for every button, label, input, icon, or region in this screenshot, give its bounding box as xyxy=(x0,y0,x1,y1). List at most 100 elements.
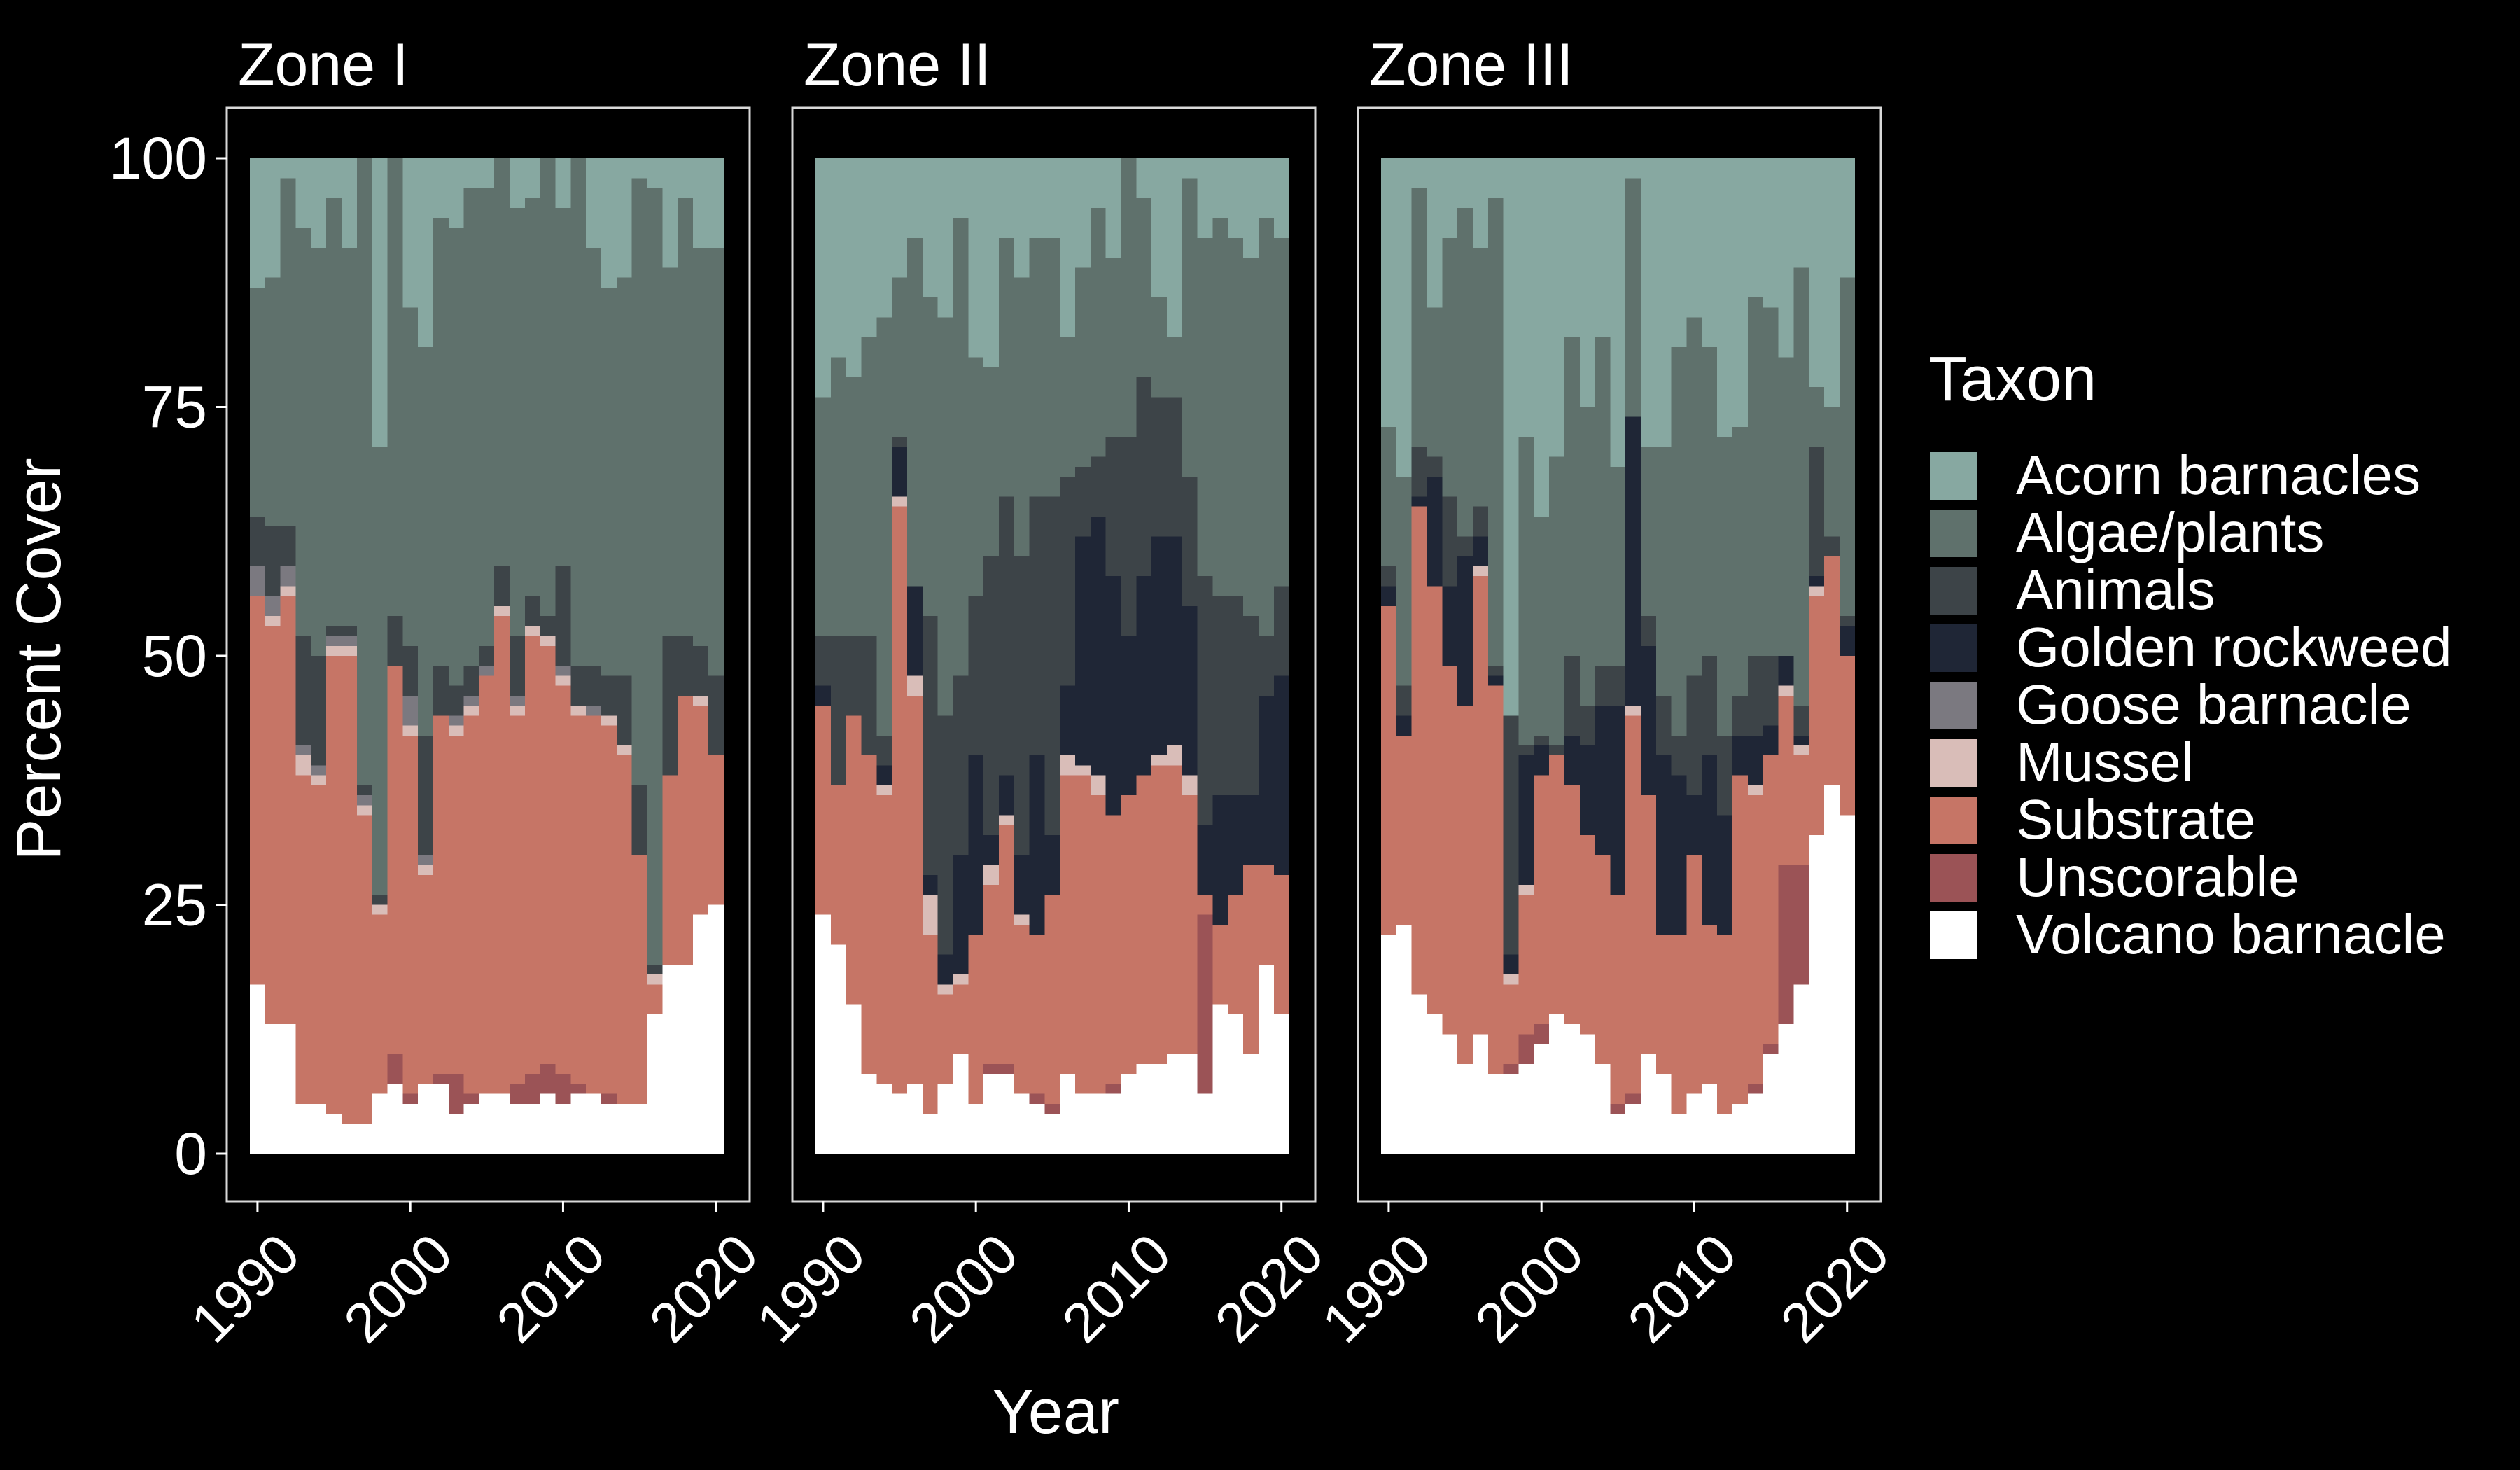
bar-segment-acorn-barnacles-2001 xyxy=(983,158,1000,368)
bar-segment-mussel-2003 xyxy=(1014,914,1030,925)
bar-segment-mussel-2000 xyxy=(402,725,419,736)
bar-segment-algae-plants-2015 xyxy=(631,178,648,785)
bar-segment-animals-2005 xyxy=(1610,666,1626,706)
bar-segment-acorn-barnacles-2004 xyxy=(1029,158,1046,238)
bar-segment-mussel-2006 xyxy=(1625,706,1642,716)
bar-segment-unscorable-2015 xyxy=(1197,914,1214,1094)
bar-segment-substrate-2008 xyxy=(1656,934,1672,1074)
bar-segment-volcano-barnacle-1992 xyxy=(1411,994,1428,1154)
bar-segment-algae-plants-1996 xyxy=(1472,247,1489,507)
bar-segment-algae-plants-2009 xyxy=(1105,258,1122,438)
bar-segment-acorn-barnacles-2014 xyxy=(616,158,633,278)
bar-segment-mussel-1999 xyxy=(1518,885,1534,895)
bar-segment-mussel-2001 xyxy=(983,864,1000,886)
bar-segment-mussel-1993 xyxy=(295,755,312,776)
bar-segment-substrate-2019 xyxy=(1823,556,1840,785)
bar-segment-acorn-barnacles-2020 xyxy=(708,158,724,248)
bar-segment-algae-plants-2020 xyxy=(1273,237,1290,587)
bar-segment-animals-2005 xyxy=(479,645,495,666)
bar-segment-acorn-barnacles-2013 xyxy=(1732,158,1749,427)
bar-segment-animals-1994 xyxy=(1442,496,1458,587)
bar-segment-volcano-barnacle-2018 xyxy=(678,964,694,1154)
bar-segment-acorn-barnacles-2007 xyxy=(1641,158,1657,447)
bar-segment-acorn-barnacles-1994 xyxy=(876,158,892,318)
bar-segment-mussel-1992 xyxy=(280,586,297,596)
bar-segment-animals-1993 xyxy=(1427,456,1443,477)
bar-segment-animals-2004 xyxy=(1029,496,1046,756)
bar-segment-volcano-barnacle-1998 xyxy=(1503,1074,1520,1154)
bar-segment-substrate-1990 xyxy=(1381,606,1397,935)
legend-swatch xyxy=(1930,911,1977,959)
bar-segment-volcano-barnacle-1995 xyxy=(326,1114,342,1154)
bar-segment-volcano-barnacle-2001 xyxy=(1549,1014,1565,1154)
bar-segment-golden-rockweed-2013 xyxy=(1167,536,1183,746)
bar-segment-golden-rockweed-1996 xyxy=(1472,536,1489,567)
bar-segment-volcano-barnacle-2005 xyxy=(1610,1114,1626,1154)
bar-segment-acorn-barnacles-1995 xyxy=(326,158,342,198)
bar-segment-acorn-barnacles-2001 xyxy=(418,158,434,348)
bar-segment-unscorable-2017 xyxy=(1793,864,1809,985)
bar-segment-acorn-barnacles-2003 xyxy=(448,158,465,228)
bar-segment-algae-plants-2018 xyxy=(678,197,694,636)
bar-segment-substrate-2009 xyxy=(1671,934,1688,1114)
bar-segment-substrate-1999 xyxy=(387,666,403,1054)
bar-segment-algae-plants-1996 xyxy=(906,237,923,587)
bar-segment-acorn-barnacles-2018 xyxy=(1243,158,1259,258)
bar-segment-animals-1992 xyxy=(846,636,862,716)
bar-segment-volcano-barnacle-2019 xyxy=(1258,964,1275,1154)
legend-label: Mussel xyxy=(2016,731,2193,793)
bar-segment-substrate-1993 xyxy=(295,775,312,1104)
bar-segment-volcano-barnacle-2002 xyxy=(998,1074,1015,1154)
bar-segment-algae-plants-2004 xyxy=(1595,337,1611,666)
bar-segment-acorn-barnacles-2007 xyxy=(1075,158,1091,268)
bar-segment-volcano-barnacle-2003 xyxy=(1579,1034,1596,1154)
bar-segment-algae-plants-1999 xyxy=(1518,437,1534,746)
bar-segment-volcano-barnacle-2015 xyxy=(1197,1093,1214,1154)
bar-segment-volcano-barnacle-2012 xyxy=(1152,1064,1168,1154)
bar-segment-goose-barnacle-1995 xyxy=(326,636,342,646)
bar-segment-animals-2002 xyxy=(433,666,449,716)
bar-segment-substrate-2002 xyxy=(998,825,1015,1065)
bar-segment-acorn-barnacles-2002 xyxy=(1564,158,1581,337)
bar-segment-mussel-1996 xyxy=(341,645,358,656)
bar-segment-golden-rockweed-2017 xyxy=(1228,795,1244,895)
bar-segment-golden-rockweed-1996 xyxy=(906,586,923,676)
bar-segment-algae-plants-2008 xyxy=(524,197,541,596)
bar-segment-acorn-barnacles-1993 xyxy=(295,158,312,228)
bar-segment-animals-2014 xyxy=(616,676,633,746)
bar-segment-algae-plants-2002 xyxy=(1564,337,1581,656)
bar-segment-mussel-2006 xyxy=(1060,755,1076,776)
bar-segment-animals-2020 xyxy=(1839,616,1856,626)
bar-stack-group xyxy=(816,158,1290,1154)
x-tick-label: 2010 xyxy=(1616,1222,1748,1354)
bar-segment-algae-plants-2007 xyxy=(510,208,526,636)
bar-segment-unscorable-2005 xyxy=(1044,1103,1060,1114)
bar-segment-golden-rockweed-2012 xyxy=(1717,815,1733,935)
bar-segment-algae-plants-1992 xyxy=(280,178,297,527)
bar-segment-substrate-2001 xyxy=(418,874,434,1084)
bar-segment-golden-rockweed-2002 xyxy=(998,775,1015,816)
bar-segment-goose-barnacle-1990 xyxy=(250,566,266,596)
bar-segment-algae-plants-2012 xyxy=(1152,298,1168,398)
bar-segment-mussel-1999 xyxy=(953,974,969,985)
bar-segment-algae-plants-1993 xyxy=(1427,307,1443,457)
bar-segment-substrate-1995 xyxy=(892,506,908,1094)
bar-segment-algae-plants-2003 xyxy=(1014,277,1030,556)
bar-segment-acorn-barnacles-1993 xyxy=(861,158,877,337)
bar-segment-mussel-2016 xyxy=(1778,685,1794,696)
bar-segment-acorn-barnacles-2001 xyxy=(1549,158,1565,457)
bar-segment-algae-plants-2019 xyxy=(1823,407,1840,537)
bar-segment-acorn-barnacles-2002 xyxy=(433,158,449,218)
bar-segment-animals-2002 xyxy=(998,496,1015,776)
legend-item-volcano-barnacle: Volcano barnacle xyxy=(1930,903,2446,965)
bar-segment-acorn-barnacles-1991 xyxy=(830,158,847,358)
bar-segment-goose-barnacle-2007 xyxy=(510,695,526,706)
bar-segment-unscorable-2008 xyxy=(524,1074,541,1104)
bar-segment-acorn-barnacles-2010 xyxy=(555,158,571,209)
bar-segment-acorn-barnacles-1991 xyxy=(1396,158,1413,477)
bar-segment-volcano-barnacle-2012 xyxy=(586,1093,602,1154)
bar-segment-animals-2018 xyxy=(678,636,694,696)
bar-segment-acorn-barnacles-1992 xyxy=(1411,158,1428,188)
bar-segment-animals-1996 xyxy=(1472,506,1489,537)
bar-segment-algae-plants-2011 xyxy=(1702,347,1718,656)
